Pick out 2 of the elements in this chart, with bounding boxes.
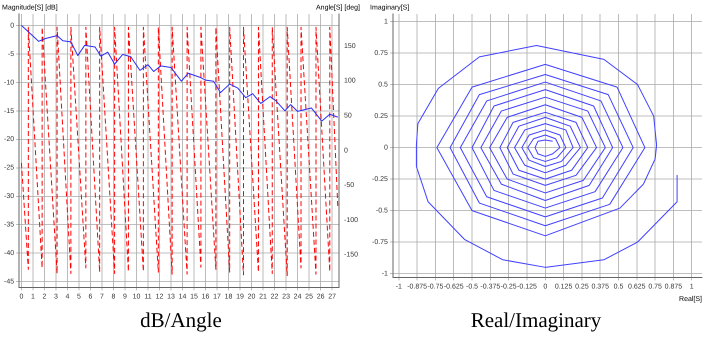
- text: dB/Angle: [140, 308, 222, 332]
- text: Real/Imaginary: [470, 308, 602, 332]
